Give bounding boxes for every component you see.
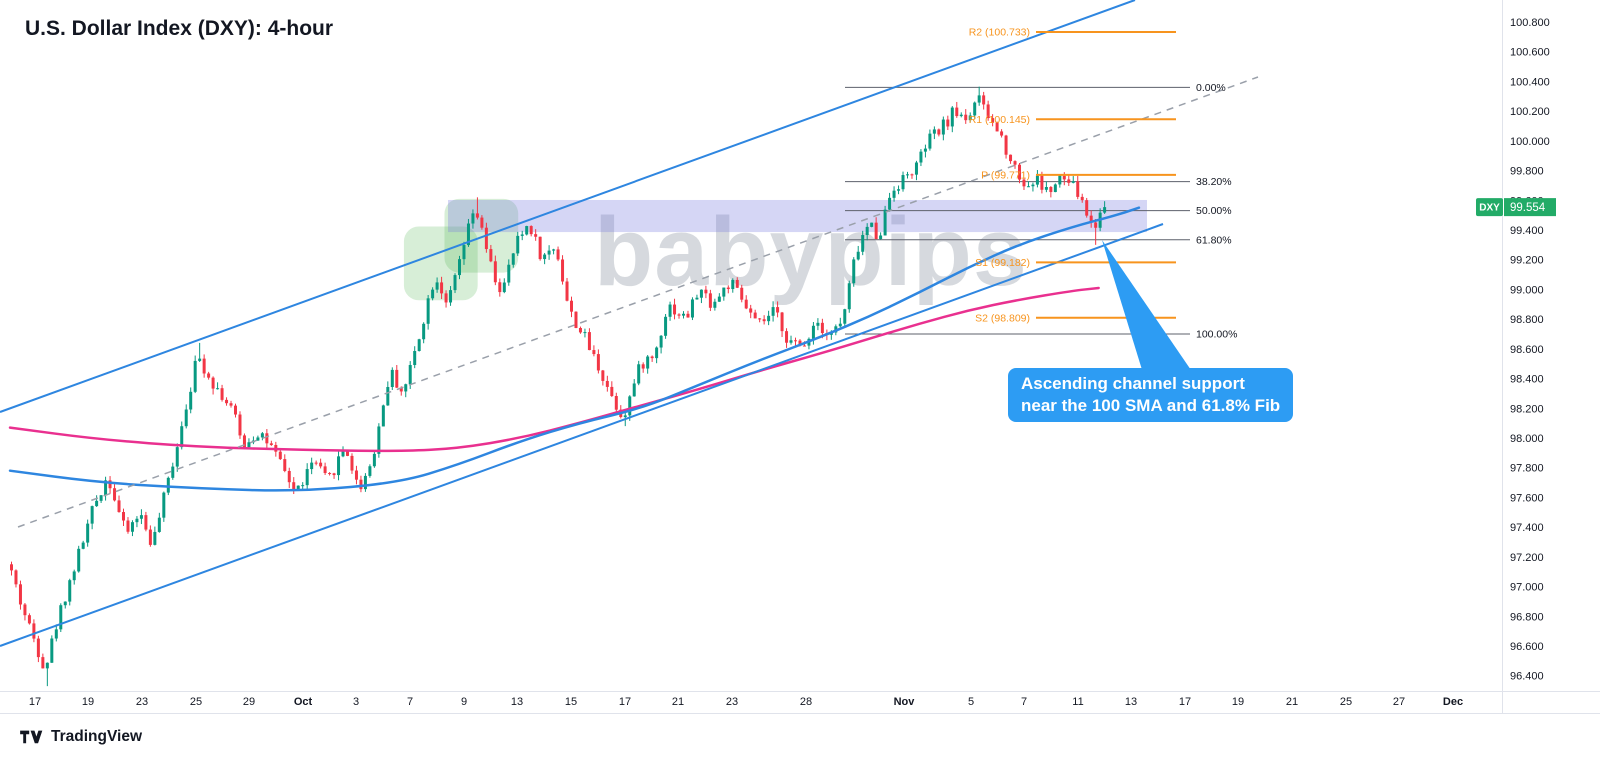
svg-text:97.000: 97.000 [1510,582,1544,594]
svg-text:99.400: 99.400 [1510,225,1544,237]
svg-text:96.600: 96.600 [1510,641,1544,653]
svg-text:98.400: 98.400 [1510,374,1544,386]
svg-text:Nov: Nov [894,696,916,708]
svg-text:S1 (99.182): S1 (99.182) [975,257,1030,269]
support-zone [448,199,1147,233]
svg-text:17: 17 [619,696,631,708]
svg-text:7: 7 [1021,696,1027,708]
svg-text:Dec: Dec [1443,696,1463,708]
fib-labels: 0.00% 38.20% 50.00% 61.80% 100.00% [1196,82,1237,341]
svg-text:3: 3 [353,696,359,708]
tradingview-logo-text: TradingView [51,727,143,745]
svg-text:50.00%: 50.00% [1196,205,1232,217]
annotation-callout: Ascending channel support near the 100 S… [1008,368,1294,422]
svg-text:96.400: 96.400 [1510,671,1544,683]
tradingview-attribution[interactable]: TradingView [18,727,142,746]
svg-text:25: 25 [190,696,202,708]
svg-text:97.400: 97.400 [1510,522,1544,534]
svg-text:15: 15 [565,696,577,708]
svg-text:S2 (98.809): S2 (98.809) [975,312,1030,324]
time-axis: 17 19 23 25 29 Oct 3 7 9 13 15 17 21 23 28 Nov 5 7 11 13 17 1… [29,696,1463,708]
svg-text:21: 21 [672,696,684,708]
svg-text:0.00%: 0.00% [1196,82,1226,94]
svg-text:100.600: 100.600 [1510,47,1550,59]
svg-text:27: 27 [1393,696,1405,708]
svg-text:23: 23 [726,696,738,708]
svg-text:100.400: 100.400 [1510,76,1550,88]
sma-100-line [8,206,1141,492]
svg-text:61.80%: 61.80% [1196,234,1232,246]
svg-text:21: 21 [1286,696,1298,708]
tradingview-icon [20,730,43,744]
svg-text:25: 25 [1340,696,1352,708]
svg-text:17: 17 [1179,696,1191,708]
svg-text:5: 5 [968,696,974,708]
svg-text:97.600: 97.600 [1510,492,1544,504]
svg-text:Oct: Oct [294,696,313,708]
svg-text:19: 19 [1232,696,1244,708]
sma-200-line [8,286,1100,453]
svg-text:P (99.771): P (99.771) [981,169,1030,181]
svg-text:99.200: 99.200 [1510,255,1544,267]
pivot-levels: R2 (100.733) R1 (100.145) P (99.771) S1 (99… [969,26,1176,324]
svg-text:98.200: 98.200 [1510,403,1544,415]
svg-text:100.000: 100.000 [1510,136,1550,148]
svg-text:28: 28 [800,696,812,708]
svg-text:29: 29 [243,696,255,708]
svg-text:9: 9 [461,696,467,708]
svg-text:23: 23 [136,696,148,708]
callout-line2: near the 100 SMA and 61.8% Fib [1021,395,1281,415]
svg-text:99.800: 99.800 [1510,166,1544,178]
price-axis: 100.800 100.600 100.400 100.200 100.000 99.80… [0,0,1600,714]
svg-text:13: 13 [511,696,523,708]
svg-text:19: 19 [82,696,94,708]
ascending-channel [0,0,1259,647]
chart-title: U.S. Dollar Index (DXY): 4-hour [25,17,334,40]
svg-text:98.000: 98.000 [1510,433,1544,445]
babypips-watermark: babypips [402,196,1028,308]
svg-text:100.800: 100.800 [1510,17,1550,29]
svg-text:38.20%: 38.20% [1196,176,1232,188]
callout-line1: Ascending channel support [1021,374,1245,393]
svg-text:99.554: 99.554 [1510,202,1546,214]
candles [10,86,1107,687]
svg-text:99.000: 99.000 [1510,284,1544,296]
svg-text:97.200: 97.200 [1510,552,1544,564]
svg-text:11: 11 [1072,696,1083,708]
svg-text:7: 7 [407,696,413,708]
price-badge: DXY 99.554 [1476,198,1556,217]
svg-text:98.800: 98.800 [1510,314,1544,326]
svg-text:R1 (100.145): R1 (100.145) [969,114,1030,126]
svg-text:DXY: DXY [1479,203,1500,214]
callout-arrow [1102,240,1193,373]
watermark-text: babypips [594,197,1028,306]
svg-text:13: 13 [1125,696,1137,708]
svg-text:R2 (100.733): R2 (100.733) [969,26,1030,38]
svg-text:98.600: 98.600 [1510,344,1544,356]
svg-text:96.800: 96.800 [1510,611,1544,623]
svg-text:97.800: 97.800 [1510,463,1544,475]
svg-text:100.200: 100.200 [1510,106,1550,118]
svg-text:17: 17 [29,696,41,708]
svg-text:100.00%: 100.00% [1196,329,1237,341]
